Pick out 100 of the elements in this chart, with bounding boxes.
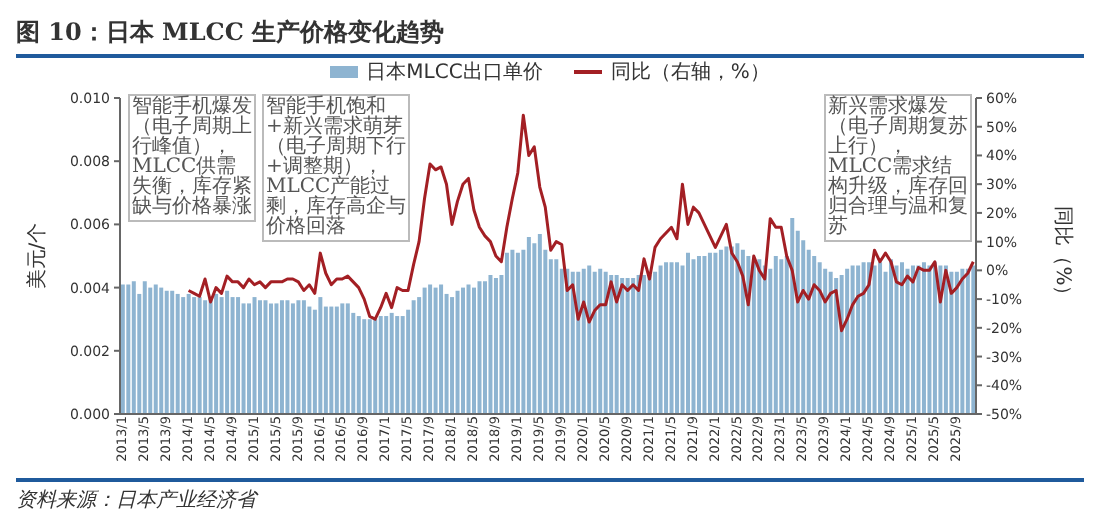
bar <box>878 262 883 414</box>
bar <box>954 271 959 414</box>
bar <box>526 237 531 414</box>
bar <box>812 256 817 414</box>
bar <box>247 303 252 414</box>
bar <box>192 297 197 414</box>
bar <box>762 265 767 414</box>
bar <box>729 246 734 414</box>
bar <box>225 290 230 414</box>
bar <box>598 268 603 414</box>
bar <box>345 303 350 414</box>
bar <box>482 281 487 414</box>
bar <box>258 300 262 414</box>
bar <box>773 256 778 414</box>
bar <box>554 259 559 414</box>
bar <box>279 300 284 414</box>
bar <box>636 274 641 414</box>
bar <box>301 300 306 414</box>
bar <box>932 262 937 414</box>
bar <box>148 287 153 414</box>
bar <box>943 265 948 414</box>
bar <box>576 271 581 414</box>
bar <box>241 303 246 414</box>
bar <box>603 271 608 414</box>
bar <box>856 265 861 414</box>
bar <box>290 303 295 414</box>
bar <box>515 252 520 414</box>
bar <box>208 297 213 414</box>
bar <box>647 274 652 414</box>
bar <box>488 274 493 414</box>
bar <box>219 297 224 414</box>
bar <box>740 249 745 414</box>
bar <box>971 265 976 414</box>
legend-label: 同比（右轴，%） <box>610 59 770 86</box>
bar <box>905 268 910 414</box>
bar <box>296 300 301 414</box>
bar <box>845 268 850 414</box>
legend-label: 日本MLCC出口单价 <box>366 59 543 86</box>
bar <box>268 303 273 414</box>
bar <box>735 243 740 414</box>
bar <box>686 252 690 414</box>
bar <box>131 281 136 414</box>
bar <box>236 297 241 414</box>
bar <box>384 316 389 414</box>
bar <box>609 274 614 414</box>
bar <box>790 218 795 414</box>
bar <box>439 284 444 414</box>
bar <box>159 287 164 414</box>
y-axis-title: 美元/个 <box>25 222 50 290</box>
bar <box>889 259 894 414</box>
bar <box>828 271 833 414</box>
bar <box>197 297 202 414</box>
y2-axis-title: 同比（%） <box>1050 206 1075 306</box>
bar <box>362 319 367 414</box>
bar <box>916 265 921 414</box>
bar <box>466 284 471 414</box>
bar <box>625 278 630 414</box>
bar <box>504 252 509 414</box>
bar <box>691 259 696 414</box>
bar <box>175 293 180 414</box>
bar <box>230 297 235 414</box>
bar <box>461 287 466 414</box>
text: 资料来源：日本产业经济省 <box>16 487 261 514</box>
bar <box>702 256 707 414</box>
bar <box>472 287 476 414</box>
bar <box>587 265 592 414</box>
bar <box>592 271 597 414</box>
chart-title: 图 10：日本 MLCC 生产价格变化趋势 <box>16 16 1084 58</box>
bar <box>867 262 872 414</box>
bar <box>477 281 482 414</box>
bar <box>334 306 339 414</box>
bar <box>653 271 658 414</box>
bar <box>493 278 498 414</box>
bar <box>433 287 438 414</box>
bar <box>389 312 394 414</box>
note-box: 新兴需求爆发（电子周期复苏上行），MLCC需求结构升级，库存回归合理与温和复苏 <box>824 94 972 242</box>
bar <box>142 281 147 414</box>
bar <box>894 265 899 414</box>
bar <box>263 300 268 414</box>
bar <box>411 300 416 414</box>
bar <box>960 268 965 414</box>
bar <box>395 316 400 414</box>
bar <box>823 268 828 414</box>
bar <box>658 265 663 414</box>
bar <box>373 319 378 414</box>
bar <box>164 290 169 414</box>
bar <box>900 262 904 414</box>
note-box: 智能手机爆发（电子周期上行峰值），MLCC供需失衡，库存紧缺与价格暴涨 <box>128 94 256 222</box>
bar <box>669 262 674 414</box>
bar <box>203 300 208 414</box>
bar <box>307 306 312 414</box>
bar <box>713 252 718 414</box>
bar <box>927 265 932 414</box>
bar <box>696 256 701 414</box>
bar <box>570 271 575 414</box>
bar <box>581 268 586 414</box>
bar <box>779 259 784 414</box>
bar <box>340 303 345 414</box>
bar <box>675 262 680 414</box>
bar <box>450 297 455 414</box>
